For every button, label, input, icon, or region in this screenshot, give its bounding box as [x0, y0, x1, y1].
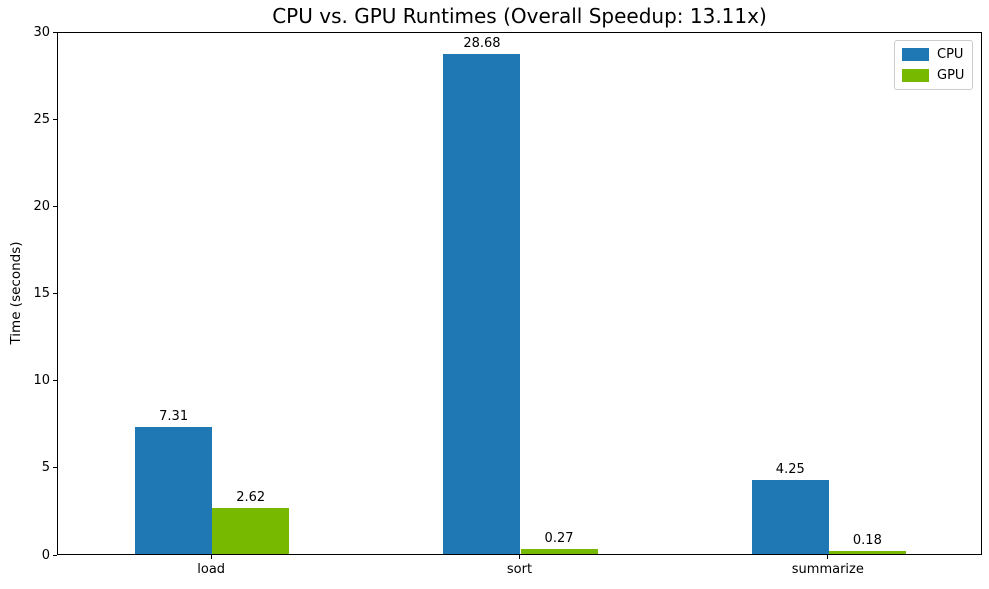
legend-label-cpu: CPU: [937, 47, 964, 62]
bar-value-label-gpu-load: 2.62: [236, 490, 266, 506]
bar-cpu-load: [135, 426, 213, 554]
legend-swatch-gpu: [902, 69, 929, 82]
y-tick-mark-30: [53, 31, 57, 33]
bar-value-label-cpu-summarize: 4.25: [775, 461, 805, 477]
y-tick-mark-20: [53, 205, 57, 207]
y-tick-mark-0: [53, 554, 57, 556]
bar-gpu-summarize: [828, 550, 906, 554]
bar-gpu-load: [212, 508, 290, 554]
y-tick-mark-5: [53, 467, 57, 469]
y-tick-label-20: 20: [33, 198, 50, 214]
x-tick-label-load: load: [197, 562, 226, 577]
bar-value-label-cpu-load: 7.31: [159, 408, 189, 424]
bar-cpu-sort: [443, 54, 521, 554]
legend-label-gpu: GPU: [937, 68, 965, 83]
y-tick-label-25: 25: [33, 111, 50, 127]
y-tick-label-5: 5: [41, 460, 50, 476]
x-tick-label-summarize: summarize: [791, 562, 864, 577]
legend-swatch-cpu: [902, 48, 929, 61]
x-tick-mark-load: [210, 555, 212, 559]
bar-value-label-gpu-sort: 0.27: [544, 531, 574, 547]
y-tick-mark-10: [53, 380, 57, 382]
bar-value-label-gpu-summarize: 0.18: [852, 532, 882, 548]
bar-cpu-summarize: [751, 479, 829, 554]
y-tick-mark-15: [53, 293, 57, 294]
x-tick-label-sort: sort: [506, 562, 533, 577]
chart-title: CPU vs. GPU Runtimes (Overall Speedup: 1…: [272, 4, 767, 28]
legend-entry-cpu: CPU: [902, 47, 964, 62]
bar-value-label-cpu-sort: 28.68: [463, 36, 501, 52]
y-tick-mark-25: [53, 118, 57, 120]
y-tick-label-10: 10: [33, 373, 50, 389]
x-tick-mark-summarize: [827, 555, 829, 559]
legend: CPU GPU: [894, 40, 974, 90]
y-tick-label-0: 0: [41, 547, 50, 563]
y-tick-label-30: 30: [33, 24, 50, 40]
bar-gpu-sort: [520, 549, 598, 554]
plot-area: 7.31 2.62 28.68 0.27 4.25 0.18: [57, 32, 982, 555]
x-tick-mark-sort: [519, 555, 520, 559]
legend-entry-gpu: GPU: [902, 68, 964, 83]
y-tick-label-15: 15: [33, 286, 50, 301]
